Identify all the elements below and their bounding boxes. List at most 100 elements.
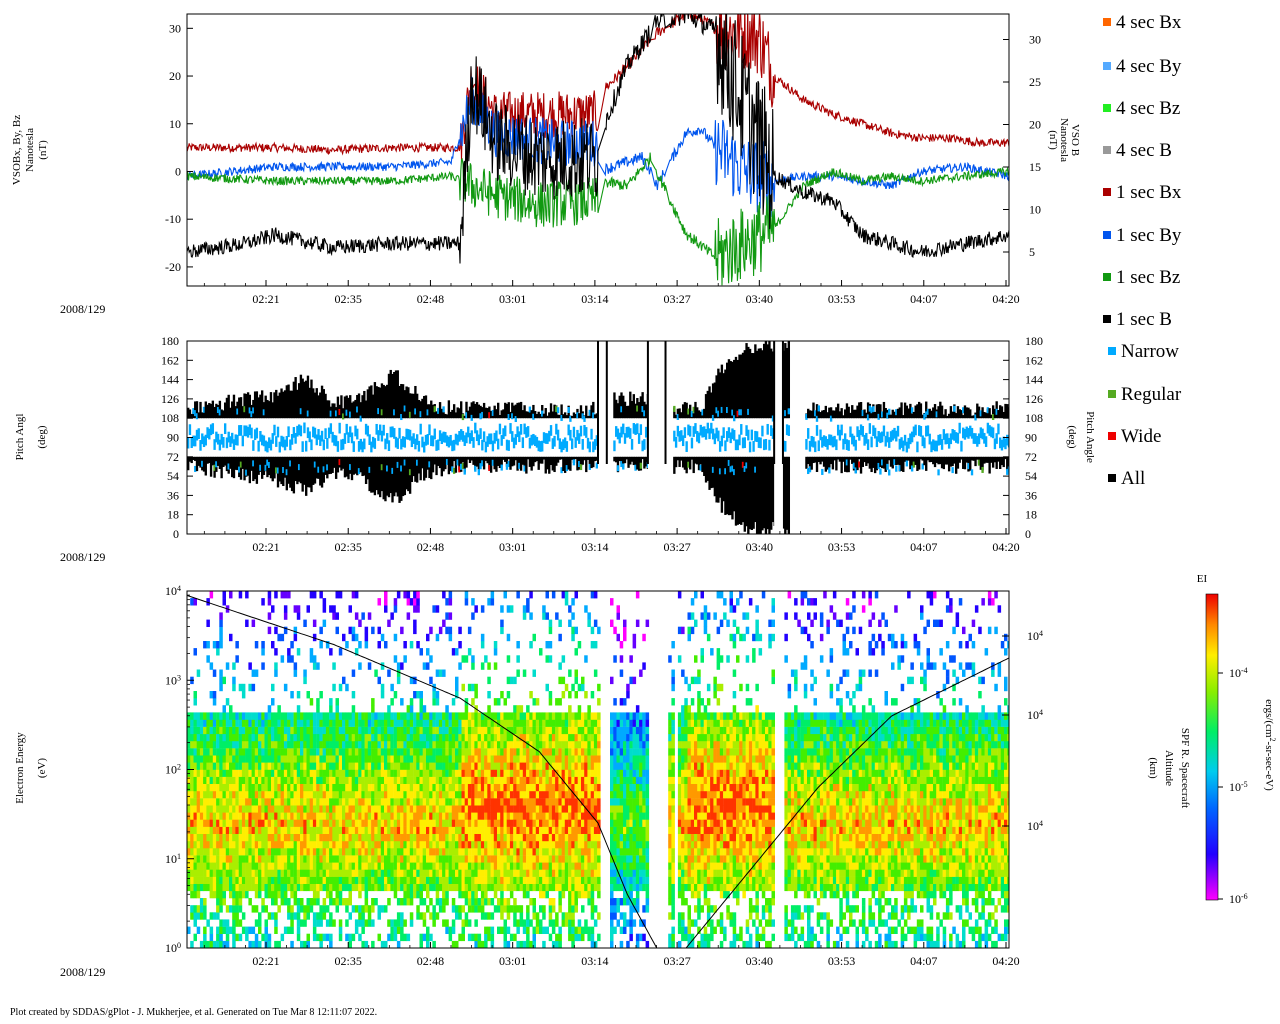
spec-cell [206,940,210,948]
spec-cell [261,876,265,884]
spec-cell [506,719,511,727]
spec-cell [232,848,236,856]
spec-cell [254,669,259,677]
spec-cell [319,733,323,742]
spec-cell [490,912,495,920]
spec-cell [264,726,268,735]
spec-cell [467,798,472,806]
spec-cell [474,798,478,806]
pitch-regular-mark [507,460,510,467]
pitch-narrow-mark [917,425,921,436]
pitch-narrow-mark [847,440,850,451]
spec-cell [296,926,301,934]
pitch-all-lower [970,456,974,461]
spec-cell [393,798,398,806]
spec-cell [435,669,440,677]
spec-cell [487,933,491,942]
spec-cell [442,762,446,770]
spec-cell [309,812,314,820]
spec-cell [306,805,310,813]
spec-cell [477,769,482,777]
spec-cell [487,855,491,863]
spec-cell [432,848,436,856]
spec-cell [490,869,495,877]
spec-cell [190,883,194,892]
pitch-narrow-mark [805,438,808,450]
spec-cell [241,733,246,742]
spec-cell [413,805,417,813]
pitch-regular-mark [616,465,620,472]
spec-cell [309,826,314,834]
pitch-narrow-mark [243,425,246,437]
spec-cell [413,762,417,770]
pitch-all-upper [368,386,371,419]
spec-cell [358,733,362,742]
spec-cell [303,826,307,834]
pitch-narrow-mark [810,435,813,447]
spec-cell [280,798,285,806]
pitch-narrow-mark [689,425,692,437]
spec-cell [448,783,453,792]
spec-cell [232,840,236,849]
spec-cell [306,605,310,613]
spec-cell [419,833,423,842]
pitch-all-lower [805,456,808,469]
pitch-narrow-mark [770,425,773,437]
pitch-all-upper [340,395,343,419]
pitch-regular-mark [194,465,197,472]
spec-cell [393,712,398,720]
spec-cell [390,762,394,770]
pitch-all-lower [320,456,324,488]
pitch-all-upper [951,411,954,419]
spec-cell [219,683,223,692]
pitch-narrow-mark [840,424,843,436]
spec-cell [409,876,414,884]
spec-cell [354,848,359,856]
spec-cell [461,869,465,877]
pitch-narrow-mark [551,438,554,449]
spec-cell [451,776,456,784]
spec-cell [274,669,278,677]
pitch-all-upper [294,377,297,419]
pitch-all-upper [689,404,692,419]
spec-cell [367,748,372,756]
spec-cell [361,726,365,735]
pitch-regular-mark [250,411,253,418]
spec-cell [264,805,268,813]
spec-cell [306,876,310,884]
spec-cell [316,919,320,927]
spec-cell [300,819,304,827]
pitch-narrow-mark [634,424,637,435]
spec-cell [261,933,265,942]
spec-cell [235,905,239,913]
pitch-xtick-label-5: 03:27 [663,540,690,554]
spec-cell [426,798,430,806]
pitch-all-lower [720,456,724,513]
pitch-all-upper [954,413,958,419]
spec-cell [254,748,259,756]
spec-cell [400,826,404,834]
spec-cell [235,719,239,727]
spec-cell [254,840,259,849]
spec-cell [335,848,339,856]
spec-cell [306,740,310,749]
spec-cell [361,862,365,870]
spec-cell [345,769,349,777]
spec-cell [296,783,301,792]
spec-cell [484,655,488,663]
spec-cell [338,783,343,792]
pitch-all-lower [528,456,532,467]
spec-cell [464,705,469,713]
spec-cell [377,869,381,877]
spec-cell [493,905,498,913]
pitch-all-lower [613,456,616,462]
mag-xtick-label-5: 03:27 [663,292,690,306]
spec-cell [309,833,314,842]
spec-cell [400,719,404,727]
spec-cell [477,805,482,813]
spec-cell [283,790,288,799]
spec-cell [338,683,343,692]
spec-cell [477,833,482,842]
spec-cell [448,869,453,877]
